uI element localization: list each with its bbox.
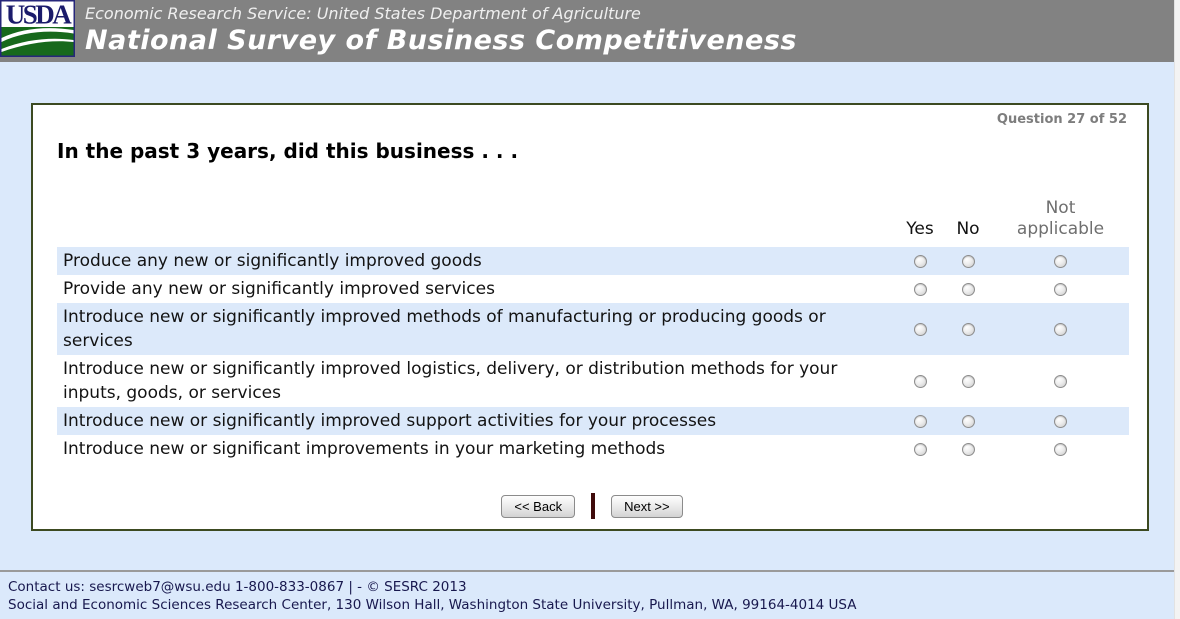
radio-row3-no[interactable] bbox=[961, 322, 975, 336]
column-header-yes: Yes bbox=[906, 219, 934, 239]
scrollbar-track[interactable] bbox=[1174, 0, 1180, 619]
footer-contact-line: Contact us: sesrcweb7@wsu.edu 1-800-833-… bbox=[8, 579, 467, 595]
footer-address-line: Social and Economic Sciences Research Ce… bbox=[8, 597, 857, 613]
back-button[interactable]: << Back bbox=[501, 494, 576, 518]
item-label: Introduce new or significantly improved … bbox=[63, 307, 826, 351]
radio-row4-not-applicable[interactable] bbox=[1054, 374, 1067, 388]
question-card: Question 27 of 52 In the past 3 years, d… bbox=[31, 103, 1149, 531]
survey-title: National Survey of Business Competitiven… bbox=[85, 25, 797, 56]
radio-row3-yes[interactable] bbox=[913, 322, 927, 336]
radio-row6-not-applicable[interactable] bbox=[1054, 442, 1067, 456]
radio-row2-not-applicable[interactable] bbox=[1054, 282, 1067, 296]
page-footer: Contact us: sesrcweb7@wsu.edu 1-800-833-… bbox=[0, 570, 1180, 619]
navigation-row: << Back Next >> bbox=[57, 493, 1127, 519]
radio-row1-no[interactable] bbox=[961, 254, 975, 268]
question-title: In the past 3 years, did this business .… bbox=[57, 139, 519, 163]
radio-row5-not-applicable[interactable] bbox=[1054, 414, 1067, 428]
response-grid: Yes No Not applicable Produce any new or… bbox=[57, 174, 1129, 463]
table-row: Introduce new or significantly improved … bbox=[57, 407, 1129, 435]
column-header-row: Yes No Not applicable bbox=[57, 174, 1129, 247]
usda-logo: USDA bbox=[0, 0, 75, 57]
radio-row6-no[interactable] bbox=[961, 442, 975, 456]
header-banner: USDA Economic Research Service: United S… bbox=[0, 0, 1180, 62]
agency-line: Economic Research Service: United States… bbox=[85, 4, 641, 23]
column-header-no: No bbox=[956, 219, 980, 239]
table-row: Introduce new or significant improvement… bbox=[57, 435, 1129, 463]
table-row: Introduce new or significantly improved … bbox=[57, 355, 1129, 407]
item-label: Produce any new or significantly improve… bbox=[63, 251, 482, 271]
radio-row5-yes[interactable] bbox=[913, 414, 927, 428]
next-button[interactable]: Next >> bbox=[611, 494, 683, 518]
item-label: Introduce new or significantly improved … bbox=[63, 359, 838, 403]
item-label: Introduce new or significantly improved … bbox=[63, 411, 717, 431]
radio-row2-no[interactable] bbox=[961, 282, 975, 296]
item-label: Provide any new or significantly improve… bbox=[63, 279, 495, 299]
radio-row5-no[interactable] bbox=[961, 414, 975, 428]
question-progress: Question 27 of 52 bbox=[996, 112, 1127, 127]
table-row: Provide any new or significantly improve… bbox=[57, 275, 1129, 303]
radio-row1-yes[interactable] bbox=[913, 254, 927, 268]
radio-row4-yes[interactable] bbox=[913, 374, 927, 388]
table-row: Introduce new or significantly improved … bbox=[57, 303, 1129, 355]
banner-titles: Economic Research Service: United States… bbox=[75, 0, 797, 57]
column-header-not-applicable: Not applicable bbox=[1016, 198, 1105, 239]
svg-text:USDA: USDA bbox=[6, 0, 73, 30]
usda-logo-icon: USDA bbox=[0, 0, 75, 57]
radio-row3-not-applicable[interactable] bbox=[1054, 322, 1067, 336]
page-body: Question 27 of 52 In the past 3 years, d… bbox=[0, 62, 1180, 531]
radio-row2-yes[interactable] bbox=[913, 282, 927, 296]
nav-separator bbox=[591, 493, 596, 519]
table-row: Produce any new or significantly improve… bbox=[57, 247, 1129, 275]
item-label: Introduce new or significant improvement… bbox=[63, 439, 666, 459]
radio-row1-not-applicable[interactable] bbox=[1054, 254, 1067, 268]
empty-header-cell bbox=[57, 174, 896, 247]
radio-row6-yes[interactable] bbox=[913, 442, 927, 456]
radio-row4-no[interactable] bbox=[961, 374, 975, 388]
